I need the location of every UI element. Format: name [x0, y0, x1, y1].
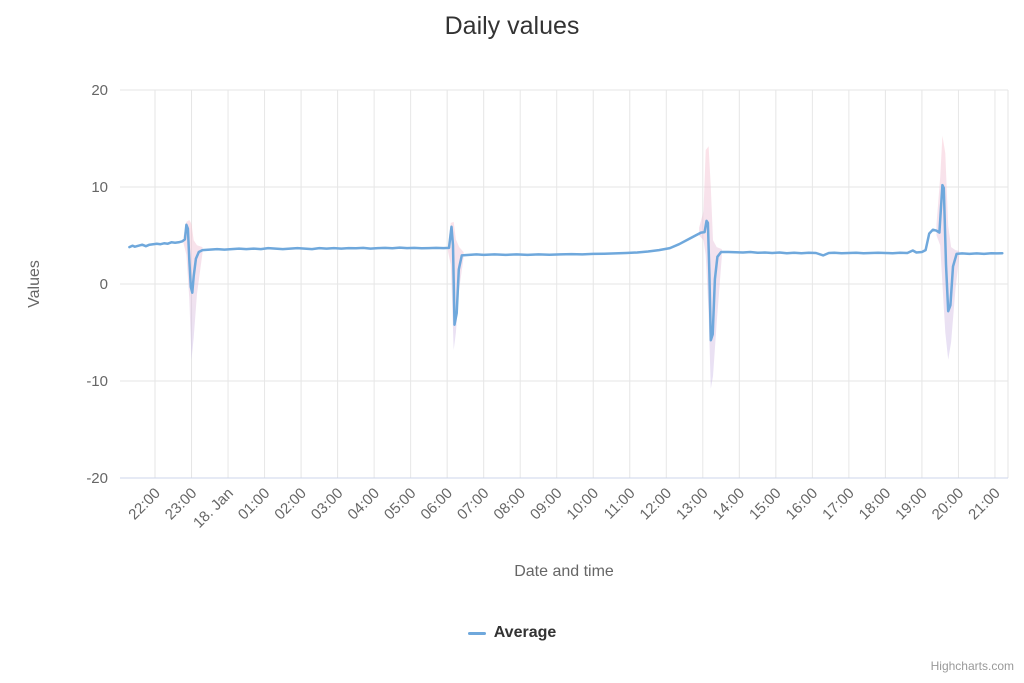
legend: Average: [0, 624, 1024, 642]
series-line-average[interactable]: [128, 183, 1004, 342]
chart-title: Daily values: [444, 12, 580, 40]
x-axis-tick-label: 18:00: [856, 485, 895, 524]
x-axis-tick-label: 02:00: [271, 485, 310, 524]
x-axis-tick-label: 22:00: [125, 485, 164, 524]
range-band: [936, 135, 960, 360]
legend-label: Average: [493, 624, 557, 641]
x-axis-tick-label: 20:00: [929, 485, 968, 524]
x-axis-tick-label: 03:00: [308, 485, 347, 524]
y-axis-tick-label: 10: [91, 179, 108, 196]
x-axis-tick-label: 09:00: [527, 485, 566, 524]
x-axis-tick-label: 13:00: [673, 485, 712, 524]
y-axis-title: Values: [26, 260, 43, 308]
x-axis-tick-label: 05:00: [381, 485, 420, 524]
x-axis-tick-label: 11:00: [601, 485, 639, 523]
x-axis-tick-label: 21:00: [965, 485, 1004, 524]
x-axis-tick-label: 10:00: [563, 485, 602, 524]
x-axis-tick-label: 12:00: [637, 485, 676, 524]
x-axis-tick-label: 16:00: [783, 485, 822, 524]
x-axis-tick-label: 06:00: [417, 485, 456, 524]
y-axis-tick-label: 20: [91, 82, 108, 99]
x-axis-title: Date and time: [514, 563, 614, 580]
x-axis-tick-label: 01:00: [235, 485, 274, 524]
range-band: [447, 221, 464, 350]
highcharts-credits-link[interactable]: Highcharts.com: [930, 659, 1014, 673]
legend-line-symbol: [467, 631, 486, 635]
x-axis-tick-label: 17:00: [819, 485, 858, 524]
y-axis-tick-label: 0: [100, 276, 108, 293]
x-axis-tick-label: 08:00: [490, 485, 529, 524]
x-axis-tick-label: 04:00: [344, 485, 383, 524]
x-axis-tick-label: 15:00: [746, 485, 785, 524]
y-axis-tick-label: -10: [86, 373, 108, 390]
x-axis-tick-label: 18. Jan: [190, 485, 237, 532]
x-axis-tick-label: 07:00: [454, 485, 493, 524]
x-axis-tick-label: 19:00: [892, 485, 931, 524]
legend-item-average[interactable]: Average: [467, 624, 557, 642]
y-axis-tick-label: -20: [86, 470, 108, 487]
x-axis-tick-label: 14:00: [710, 485, 749, 524]
